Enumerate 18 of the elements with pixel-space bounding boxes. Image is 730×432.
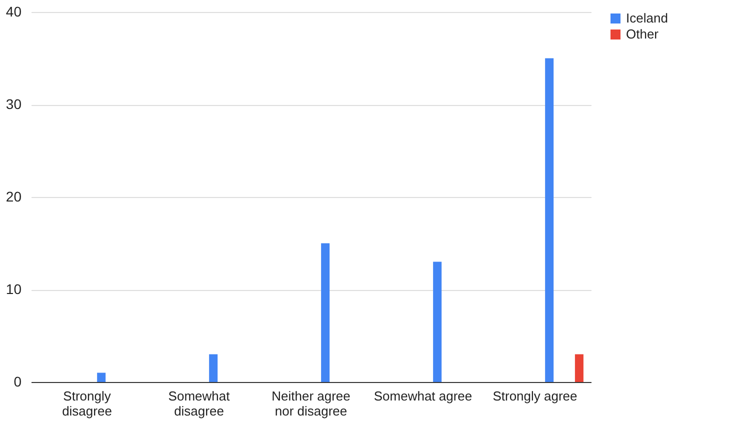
y-tick-label: 10 — [6, 281, 22, 297]
bar — [433, 262, 442, 382]
bar — [321, 243, 330, 382]
y-tick-label: 0 — [14, 374, 22, 390]
legend-label: Iceland — [626, 10, 668, 26]
bar — [209, 354, 218, 382]
bar — [574, 354, 584, 382]
legend-label: Other — [626, 26, 660, 42]
x-tick-label: Neither agree nor disagree — [272, 388, 350, 418]
bar — [545, 58, 554, 382]
x-tick-label: Somewhat disagree — [168, 388, 230, 418]
x-tick-label: Strongly disagree — [62, 388, 112, 418]
y-tick-label: 30 — [6, 96, 22, 112]
y-tick-label: 20 — [6, 188, 22, 204]
x-tick-label: Somewhat agree — [374, 388, 472, 404]
bar — [97, 372, 106, 382]
y-tick-label: 40 — [6, 4, 22, 20]
x-tick-label: Strongly agree — [492, 388, 578, 404]
